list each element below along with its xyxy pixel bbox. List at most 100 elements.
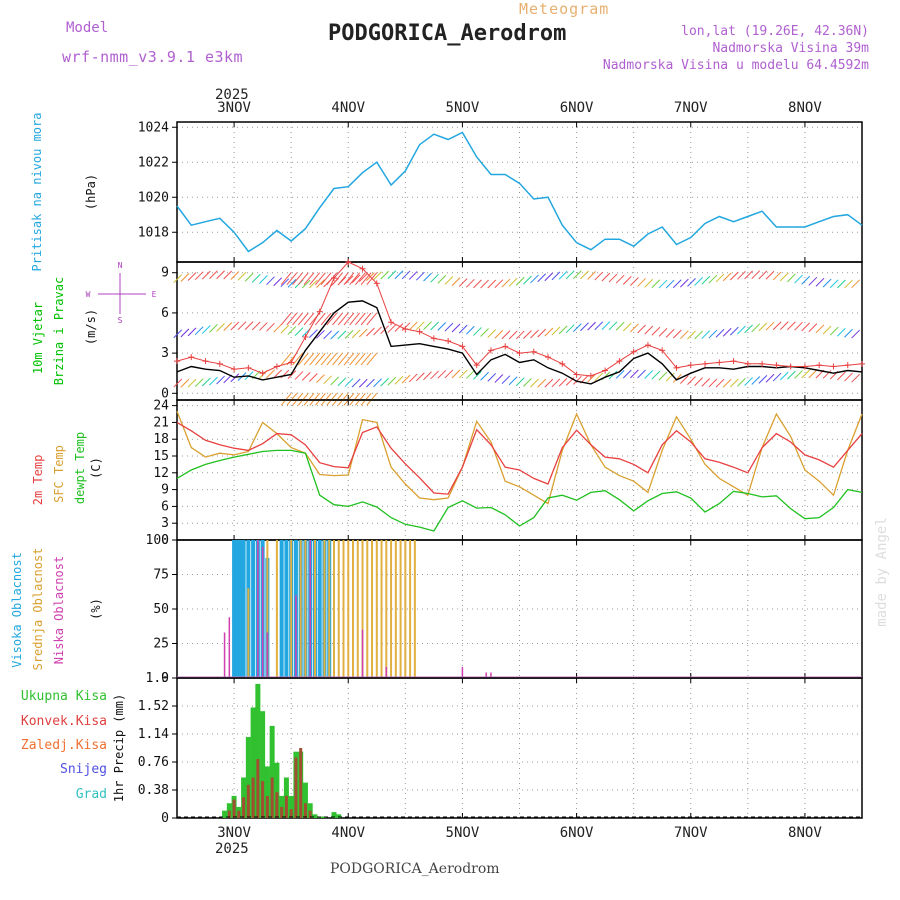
wind-barb xyxy=(587,270,596,280)
cloud-ylabel-1: Visoka Oblacnost xyxy=(10,552,24,668)
mid-cloud-bar xyxy=(409,540,412,678)
wind-barb xyxy=(772,271,782,281)
wind-barb xyxy=(292,312,303,326)
wind-barb xyxy=(594,321,604,331)
precip-legend: Ukupna Kisa Konvek.Kisa Zaledj.Kisa Snij… xyxy=(21,689,107,802)
mid-cloud-bar xyxy=(247,588,250,678)
wind-barb xyxy=(287,370,297,380)
wind-barb xyxy=(687,330,696,340)
wind-barb xyxy=(280,324,290,334)
cloud-panel: 0 25 50 75 100 xyxy=(146,533,863,686)
wind-barb xyxy=(337,352,349,366)
wind-gust-marker xyxy=(559,360,566,367)
mid-cloud-bar xyxy=(342,540,345,678)
wind-barb xyxy=(515,276,525,286)
wind-barb xyxy=(801,275,811,285)
wind-barb xyxy=(444,276,454,285)
wind-barb xyxy=(332,272,343,286)
wind-barb xyxy=(273,277,283,287)
wind-barb xyxy=(194,271,204,281)
wind-barb xyxy=(326,352,338,366)
wind-gust-marker xyxy=(231,366,238,373)
compass-rose-icon: N S W E xyxy=(86,261,157,325)
wind-gust-marker xyxy=(445,338,452,345)
legend-convective-rain: Konvek.Kisa xyxy=(21,714,107,729)
wind-barb xyxy=(494,279,504,289)
wind-barb xyxy=(201,377,211,387)
wind-gust-marker xyxy=(630,348,637,355)
wind-barb xyxy=(332,352,343,366)
wind-gust-marker xyxy=(188,354,195,361)
wind-barb xyxy=(587,321,596,331)
convective-rain-bar xyxy=(308,810,312,818)
convective-rain-bar xyxy=(261,781,265,818)
precipitation-panel: 0 0.38 0.76 1.14 1.52 1.9 xyxy=(138,671,863,826)
legend-hail: Grad xyxy=(76,787,107,802)
wind-barb xyxy=(330,330,340,340)
wind-barb xyxy=(744,324,753,334)
wind-barb xyxy=(303,312,315,326)
bottom-day-label: 7NOV xyxy=(674,825,708,841)
y-tick-label: 1.52 xyxy=(138,699,169,714)
wind-barb xyxy=(651,370,661,380)
wind-barb xyxy=(273,369,283,379)
wind-barb xyxy=(349,312,361,326)
wind-gust-marker xyxy=(216,360,223,367)
wind-barb xyxy=(287,326,297,335)
wind-barb xyxy=(665,329,675,338)
wind-barb xyxy=(572,270,582,280)
wind-barb xyxy=(401,374,411,384)
convective-rain-bar xyxy=(246,784,250,818)
total-rain-bar xyxy=(336,814,342,818)
wind-gust-marker xyxy=(202,358,209,365)
wind-barb xyxy=(815,277,825,287)
wind-barb xyxy=(644,370,654,379)
wind-barb xyxy=(201,270,211,280)
wind-barb xyxy=(501,375,511,385)
wind-barb xyxy=(801,369,811,379)
wind-gust-marker xyxy=(302,334,309,341)
wind-barb xyxy=(209,270,218,280)
convective-rain-bar xyxy=(284,795,288,818)
wind-barb xyxy=(437,369,447,379)
low-cloud-bar xyxy=(228,617,231,678)
wind-barb xyxy=(297,312,309,326)
wind-barb xyxy=(354,352,366,366)
wind-barb xyxy=(344,378,354,387)
wind-barb xyxy=(194,378,204,388)
temp-ylabel-2: SFC Temp xyxy=(52,445,66,503)
wind-barb xyxy=(544,378,554,388)
cloud-ylabel-3: Niska Oblacnost xyxy=(52,556,66,664)
y-tick-label: 50 xyxy=(153,602,169,617)
wind-barb xyxy=(349,352,361,366)
wind-barb xyxy=(608,273,618,283)
total-rain-bar xyxy=(264,766,270,818)
wind-barb xyxy=(173,329,183,339)
wind-barb xyxy=(715,273,725,283)
wind-barb xyxy=(303,272,315,286)
credit-label: made by Angel xyxy=(874,517,890,627)
y-tick-label: 21 xyxy=(153,415,169,430)
wind-barb xyxy=(722,327,732,337)
wind-barb xyxy=(737,325,746,335)
wind-barb xyxy=(687,376,696,385)
mid-cloud-bar xyxy=(404,540,407,678)
wind-barb xyxy=(366,378,375,388)
convective-rain-bar xyxy=(242,797,246,818)
wind-barb xyxy=(173,378,183,388)
wind-barb xyxy=(637,369,646,379)
wind-barb xyxy=(758,322,768,332)
wind-barb xyxy=(394,270,404,280)
wind-barb xyxy=(286,312,298,326)
wind-barb xyxy=(487,329,497,338)
wind-barb xyxy=(423,272,432,282)
wind-barb xyxy=(292,352,303,366)
pressure-line xyxy=(176,131,863,253)
y-tick-label: 3 xyxy=(161,346,169,361)
wind-gust-marker xyxy=(659,347,666,354)
mid-cloud-bar xyxy=(313,540,316,678)
wind-gust-marker xyxy=(487,347,494,354)
wind-barb xyxy=(801,322,811,332)
wind-barb xyxy=(437,321,447,331)
